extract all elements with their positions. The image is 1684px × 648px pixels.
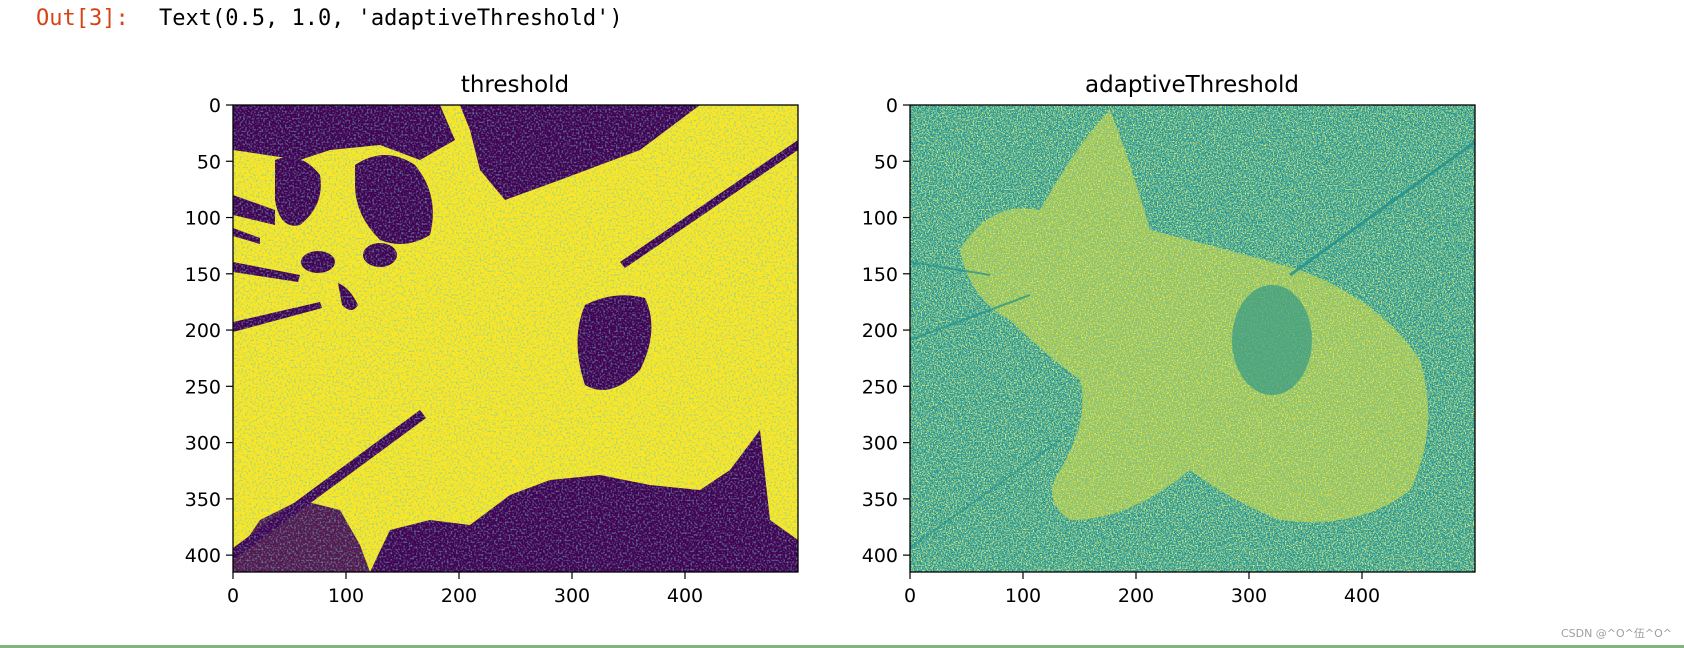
y-tick-label: 300 (862, 433, 898, 455)
x-axis: 0 100 200 300 400 (904, 572, 1380, 607)
y-tick-label: 50 (197, 151, 221, 173)
x-ticks: 0 100 200 300 400 (227, 572, 703, 607)
y-tick-label: 100 (185, 208, 221, 230)
y-axis: 0 50 100 150 200 250 300 350 400 (862, 95, 910, 567)
x-axis: 0 100 200 300 400 (227, 572, 703, 607)
threshold-image (233, 105, 798, 572)
y-tick-label: 400 (185, 545, 221, 567)
y-tick-label: 100 (862, 208, 898, 230)
y-tick-label: 200 (862, 320, 898, 342)
y-tick-label: 0 (886, 95, 898, 117)
output-text: Text(0.5, 1.0, 'adaptiveThreshold') (159, 6, 623, 31)
x-ticks: 0 100 200 300 400 (904, 572, 1380, 607)
plot-frame (232, 104, 799, 573)
x-tick-label: 100 (328, 585, 364, 607)
y-axis: 0 50 100 150 200 250 300 350 400 (185, 95, 233, 567)
x-tick-label: 400 (1344, 585, 1380, 607)
x-tick-label: 300 (1231, 585, 1267, 607)
y-tick-label: 250 (862, 376, 898, 398)
y-tick-label: 350 (862, 489, 898, 511)
chart-threshold: threshold (185, 72, 799, 607)
chart-title: adaptiveThreshold (1085, 72, 1299, 98)
watermark: CSDN @^O^伍^O^ (1560, 627, 1672, 640)
y-ticks: 0 50 100 150 200 250 300 350 400 (862, 95, 910, 567)
y-tick-label: 50 (874, 151, 898, 173)
y-tick-label: 350 (185, 489, 221, 511)
x-tick-label: 100 (1005, 585, 1041, 607)
x-tick-label: 0 (904, 585, 916, 607)
chart-title: threshold (461, 72, 569, 98)
output-prompt: Out[3]: (36, 6, 129, 31)
y-tick-label: 150 (185, 264, 221, 286)
x-tick-label: 400 (667, 585, 703, 607)
x-tick-label: 0 (227, 585, 239, 607)
y-tick-label: 200 (185, 320, 221, 342)
plot-frame (909, 104, 1476, 573)
x-tick-label: 200 (441, 585, 477, 607)
y-tick-label: 150 (862, 264, 898, 286)
output-row: Out[3]: Text(0.5, 1.0, 'adaptiveThreshol… (36, 6, 623, 32)
adaptive-threshold-image (910, 105, 1475, 572)
y-tick-label: 0 (209, 95, 221, 117)
y-ticks: 0 50 100 150 200 250 300 350 400 (185, 95, 233, 567)
x-tick-label: 200 (1118, 585, 1154, 607)
x-tick-label: 300 (554, 585, 590, 607)
chart-adaptive-threshold: adaptiveThreshold 0 50 100 150 200 250 300 350 4… (862, 72, 1476, 607)
y-tick-label: 400 (862, 545, 898, 567)
bottom-rule (0, 645, 1684, 648)
y-tick-label: 250 (185, 376, 221, 398)
y-tick-label: 300 (185, 433, 221, 455)
